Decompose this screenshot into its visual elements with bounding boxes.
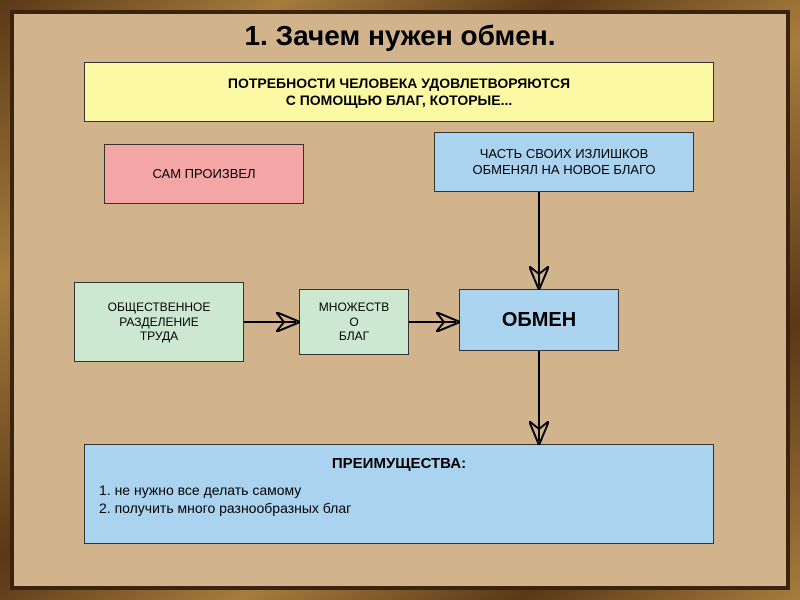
advantages-item-2: 2. получить много разнообразных благ [99, 500, 699, 516]
box-many-goods-line2: О [319, 315, 389, 329]
box-surplus-line2: ОБМЕНЯЛ НА НОВОЕ БЛАГО [472, 162, 655, 178]
box-needs-line2: С ПОМОЩЬЮ БЛАГ, КОТОРЫЕ... [228, 92, 570, 109]
advantages-item-1: 1. не нужно все делать самому [99, 482, 699, 498]
slide-frame-inner: 1. Зачем нужен обмен. ПОТРЕБНОСТИ ЧЕЛОВЕ… [10, 10, 790, 590]
box-advantages: ПРЕИМУЩЕСТВА: 1. не нужно все делать сам… [84, 444, 714, 544]
box-division-line2: РАЗДЕЛЕНИЕ [108, 315, 211, 329]
box-surplus: ЧАСТЬ СВОИХ ИЗЛИШКОВ ОБМЕНЯЛ НА НОВОЕ БЛ… [434, 132, 694, 192]
box-self-produce: САМ ПРОИЗВЕЛ [104, 144, 304, 204]
box-surplus-line1: ЧАСТЬ СВОИХ ИЗЛИШКОВ [472, 146, 655, 162]
slide-canvas: 1. Зачем нужен обмен. ПОТРЕБНОСТИ ЧЕЛОВЕ… [14, 14, 786, 586]
box-many-goods-line1: МНОЖЕСТВ [319, 300, 389, 314]
slide-title: 1. Зачем нужен обмен. [14, 20, 786, 52]
box-needs: ПОТРЕБНОСТИ ЧЕЛОВЕКА УДОВЛЕТВОРЯЮТСЯ С П… [84, 62, 714, 122]
advantages-title: ПРЕИМУЩЕСТВА: [99, 455, 699, 472]
box-division: ОБЩЕСТВЕННОЕ РАЗДЕЛЕНИЕ ТРУДА [74, 282, 244, 362]
box-exchange: ОБМЕН [459, 289, 619, 351]
box-division-line3: ТРУДА [108, 329, 211, 343]
box-division-line1: ОБЩЕСТВЕННОЕ [108, 300, 211, 314]
box-exchange-text: ОБМЕН [502, 308, 576, 332]
box-self-produce-text: САМ ПРОИЗВЕЛ [152, 166, 255, 182]
box-needs-line1: ПОТРЕБНОСТИ ЧЕЛОВЕКА УДОВЛЕТВОРЯЮТСЯ [228, 75, 570, 92]
box-many-goods: МНОЖЕСТВ О БЛАГ [299, 289, 409, 355]
slide-frame-outer: 1. Зачем нужен обмен. ПОТРЕБНОСТИ ЧЕЛОВЕ… [0, 0, 800, 600]
box-many-goods-line3: БЛАГ [319, 329, 389, 343]
